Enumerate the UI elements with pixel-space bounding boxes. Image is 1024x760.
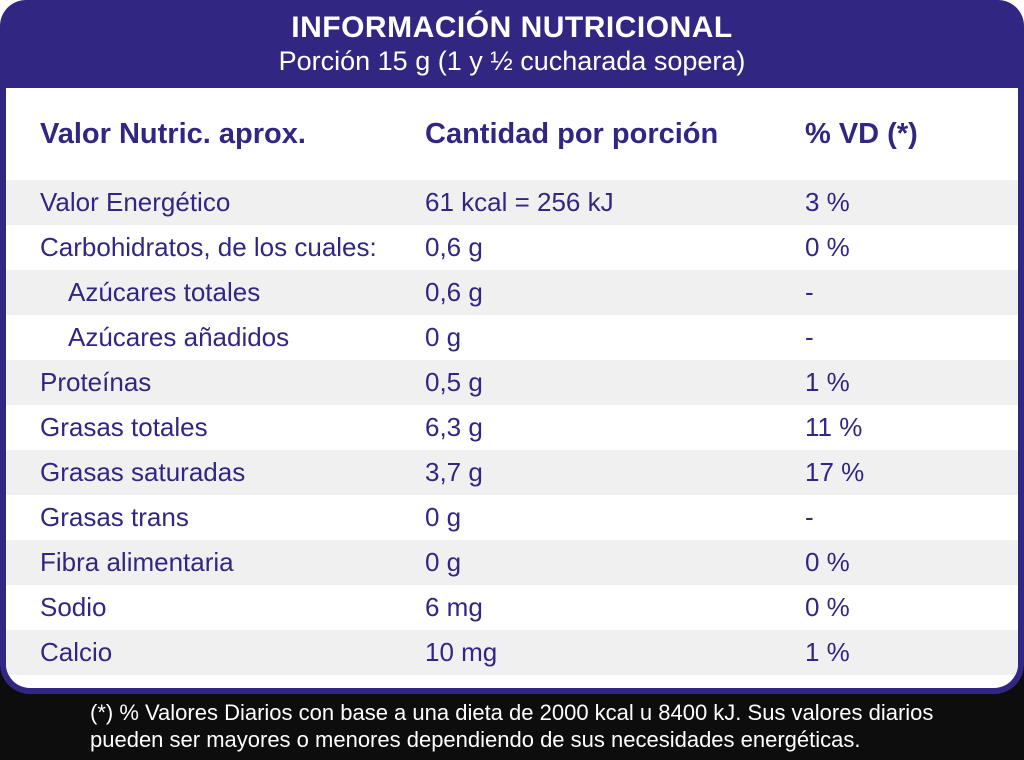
amount-value: 0 g: [425, 322, 462, 352]
nutrient-label: Fibra alimentaria: [40, 547, 234, 577]
table-body: Valor Energético 61 kcal = 256 kJ 3 % Ca…: [6, 180, 1018, 675]
table-row: Azúcares añadidos 0 g -: [6, 315, 1018, 360]
amount-value: 6,3 g: [425, 412, 483, 442]
nutrient-label: Azúcares totales: [68, 277, 261, 307]
column-header-nutrient: Valor Nutric. aprox.: [40, 117, 306, 150]
table-header-row: Valor Nutric. aprox. Cantidad por porció…: [6, 88, 1018, 180]
amount-value: 0,6 g: [425, 277, 483, 307]
daily-value-percent: -: [805, 322, 814, 352]
table-row: Grasas saturadas 3,7 g 17 %: [6, 450, 1018, 495]
table-row: Grasas trans 0 g -: [6, 495, 1018, 540]
daily-value-percent: 17 %: [805, 457, 865, 487]
amount-value: 0 g: [425, 502, 462, 532]
nutrient-label: Carbohidratos, de los cuales:: [40, 232, 377, 262]
daily-value-percent: 1 %: [805, 367, 850, 397]
daily-value-percent: 11 %: [805, 412, 863, 442]
table-row: Azúcares totales 0,6 g -: [6, 270, 1018, 315]
label-header: INFORMACIÓN NUTRICIONAL Porción 15 g (1 …: [0, 0, 1024, 88]
amount-value: 0,5 g: [425, 367, 483, 397]
nutrient-label: Proteínas: [40, 367, 152, 397]
daily-value-percent: 0 %: [805, 592, 850, 622]
label-title: INFORMACIÓN NUTRICIONAL: [291, 10, 733, 44]
table-row: Proteínas 0,5 g 1 %: [6, 360, 1018, 405]
daily-values-disclaimer: (*) % Valores Diarios con base a una die…: [90, 700, 934, 752]
nutrient-label: Grasas totales: [40, 412, 208, 442]
table-row: Sodio 6 mg 0 %: [6, 585, 1018, 630]
daily-value-percent: 3 %: [805, 187, 850, 217]
daily-value-percent: 0 %: [805, 547, 850, 577]
nutrient-label: Grasas trans: [40, 502, 189, 532]
amount-value: 6 mg: [425, 592, 483, 622]
amount-value: 0,6 g: [425, 232, 483, 262]
table-row: Fibra alimentaria 0 g 0 %: [6, 540, 1018, 585]
daily-value-percent: 0 %: [805, 232, 850, 262]
nutrient-label: Grasas saturadas: [40, 457, 246, 487]
amount-value: 3,7 g: [425, 457, 483, 487]
table-row: Grasas totales 6,3 g 11 %: [6, 405, 1018, 450]
amount-value: 61 kcal = 256 kJ: [425, 187, 614, 217]
table-row: Valor Energético 61 kcal = 256 kJ 3 %: [6, 180, 1018, 225]
nutrient-label: Sodio: [40, 592, 107, 622]
daily-value-percent: -: [805, 277, 814, 307]
serving-size-text: Porción 15 g (1 y ½ cucharada sopera): [278, 45, 746, 76]
daily-value-percent: 1 %: [805, 637, 850, 667]
nutrient-label: Valor Energético: [40, 187, 231, 217]
table-row: Carbohidratos, de los cuales: 0,6 g 0 %: [6, 225, 1018, 270]
column-header-amount: Cantidad por porción: [425, 117, 719, 150]
nutrient-label: Calcio: [40, 637, 113, 667]
daily-value-percent: -: [805, 502, 814, 532]
amount-value: 0 g: [425, 547, 462, 577]
nutrient-label: Azúcares añadidos: [68, 322, 290, 352]
table-row: Calcio 10 mg 1 %: [6, 630, 1018, 675]
nutrition-table-panel: Valor Nutric. aprox. Cantidad por porció…: [0, 88, 1024, 694]
amount-value: 10 mg: [425, 637, 498, 667]
column-header-daily-value: % VD (*): [805, 117, 918, 150]
